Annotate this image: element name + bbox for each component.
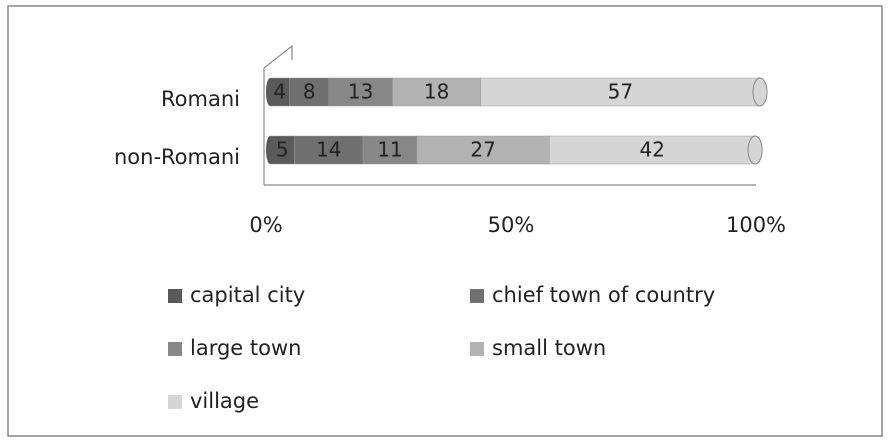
bar-cap [752, 77, 768, 107]
legend-label: capital city [190, 283, 305, 307]
bar-segment [362, 135, 418, 165]
bar-segment [269, 135, 295, 165]
legend-swatch [470, 289, 484, 303]
bar-cap [747, 135, 763, 165]
legend-swatch [168, 395, 182, 409]
bar-segment [392, 77, 481, 107]
legend-swatch [470, 342, 484, 356]
legend-swatch [168, 342, 182, 356]
data-label: 8 [303, 80, 316, 104]
data-label: 13 [348, 80, 373, 104]
data-label: 4 [273, 80, 286, 104]
bar-segment [294, 135, 364, 165]
bar-segment [328, 77, 393, 107]
legend-label: chief town of country [492, 283, 715, 307]
bar-base [266, 136, 274, 164]
data-label: 11 [377, 138, 402, 162]
legend-label: large town [190, 336, 301, 360]
legend-swatch [168, 289, 182, 303]
data-label: 18 [424, 80, 449, 104]
x-tick-label: 0% [249, 213, 282, 237]
data-label: 14 [316, 138, 341, 162]
category-label: non-Romani [114, 145, 240, 169]
data-label: 27 [470, 138, 495, 162]
bar-segment [480, 77, 761, 107]
data-label: 42 [639, 138, 664, 162]
bar-segment [549, 135, 756, 165]
bar-segment [289, 77, 330, 107]
bar-base [266, 78, 274, 106]
legend-label: small town [492, 336, 606, 360]
category-label: Romani [161, 87, 240, 111]
back-wall [263, 44, 293, 185]
chart-frame [7, 5, 883, 437]
x-tick-label: 50% [488, 213, 535, 237]
data-label: 57 [608, 80, 633, 104]
x-tick-label: 100% [726, 213, 786, 237]
legend-label: village [190, 389, 259, 413]
data-label: 5 [276, 138, 289, 162]
